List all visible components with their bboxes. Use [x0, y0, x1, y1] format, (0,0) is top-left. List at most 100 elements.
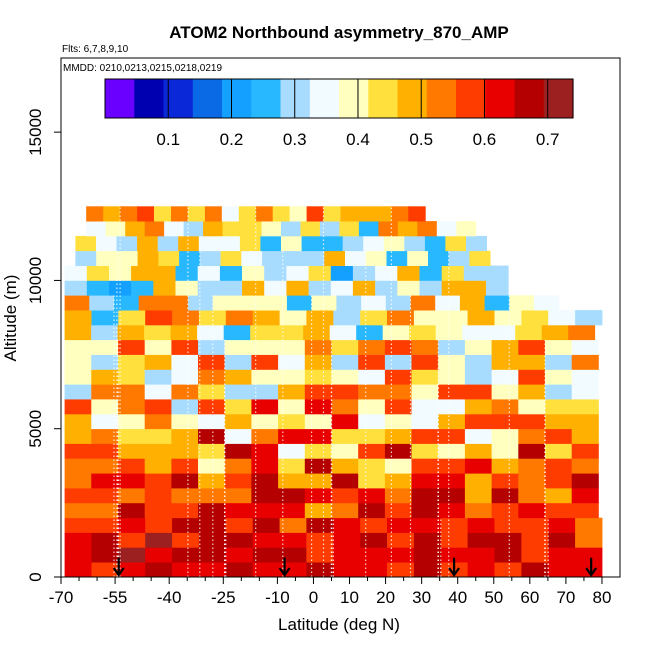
heatmap-cell [575, 517, 603, 533]
heatmap-cell [397, 221, 418, 237]
heatmap-cell [118, 473, 146, 489]
heatmap-cell [224, 458, 252, 474]
heatmap-cell [333, 310, 361, 326]
heatmap-cells [64, 206, 603, 577]
heatmap-cell [358, 488, 386, 504]
heatmap-cell [64, 265, 88, 281]
heatmap-cell [331, 354, 359, 370]
heatmap-cell [172, 517, 200, 533]
heatmap-cell [252, 310, 280, 326]
heatmap-cell [153, 265, 176, 281]
heatmap-cell [304, 428, 332, 444]
heatmap-cell [358, 413, 386, 430]
heatmap-cell [435, 295, 461, 311]
heatmap-cell [548, 517, 576, 533]
heatmap-cell [534, 295, 560, 311]
heatmap-cell [278, 488, 306, 504]
heatmap-cell [545, 502, 573, 519]
heatmap-cell [571, 443, 599, 459]
heatmap-cell [198, 547, 227, 563]
heatmap-cell [224, 443, 252, 459]
heatmap-cell [223, 324, 251, 341]
heatmap-cell [408, 206, 426, 222]
heatmap-cell [198, 399, 226, 415]
heatmap-cell [64, 547, 92, 563]
heatmap-cell [145, 562, 173, 577]
heatmap-cell [144, 502, 172, 519]
x-tick-label: 40 [448, 588, 467, 607]
heatmap-cell [64, 443, 92, 459]
x-tick-label: 20 [376, 588, 395, 607]
heatmap-cell [252, 517, 280, 533]
colorbar-tick-label: 0.6 [473, 130, 497, 149]
heatmap-cell [178, 235, 200, 252]
heatmap-cell [358, 443, 386, 459]
heatmap-cell [91, 488, 119, 504]
heatmap-cell [365, 250, 387, 266]
heatmap-cell [438, 354, 466, 370]
heatmap-cell [198, 502, 226, 519]
heatmap-cell [222, 221, 243, 237]
heatmap-cell [340, 206, 358, 222]
x-tick-label: 10 [340, 588, 359, 607]
heatmap-cell [300, 221, 321, 237]
heatmap-cell [548, 562, 576, 577]
heatmap-cell [171, 458, 199, 474]
heatmap-cell [171, 502, 199, 519]
heatmap-cell [385, 295, 411, 311]
heatmap-cell [241, 250, 263, 266]
heatmap-cell [278, 458, 306, 474]
heatmap-cell [545, 339, 573, 355]
heatmap-cell [308, 265, 332, 281]
heatmap-cell [255, 206, 274, 222]
heatmap-cell [197, 324, 224, 341]
heatmap-cell [144, 369, 172, 385]
heatmap-cell [278, 473, 306, 489]
heatmap-cell [384, 458, 412, 474]
heatmap-cell [319, 221, 340, 237]
heatmap-cell [333, 517, 361, 533]
heatmap-cell [172, 547, 200, 563]
heatmap-cell [391, 206, 409, 222]
heatmap-cell [286, 280, 309, 296]
heatmap-cell [352, 280, 376, 296]
heatmap-cell [545, 488, 573, 504]
heatmap-cell [438, 473, 466, 489]
heatmap-cell [103, 206, 121, 222]
heatmap-cell [278, 384, 306, 400]
heatmap-cell [242, 221, 262, 237]
heatmap-cell [64, 384, 92, 400]
heatmap-cell [410, 295, 436, 311]
heatmap-cell [571, 488, 599, 504]
chart-title: ATOM2 Northbound asymmetry_870_AMP [169, 23, 508, 42]
heatmap-cell [252, 532, 280, 548]
y-tick-label: 15000 [26, 109, 45, 156]
heatmap-cell [397, 280, 420, 296]
colorbar-tick-label: 0.1 [156, 130, 180, 149]
heatmap-cell [545, 369, 573, 385]
heatmap-cell [144, 339, 172, 355]
heatmap-cell [571, 384, 599, 400]
colorbar-swatch [485, 79, 516, 118]
heatmap-cell [358, 428, 386, 444]
heatmap-cell [464, 502, 492, 519]
heatmap-cell [144, 473, 172, 489]
heatmap-cell [358, 458, 386, 474]
heatmap-cell [91, 562, 119, 577]
heatmap-cell [198, 354, 226, 370]
heatmap-cell [64, 369, 92, 385]
x-tick-label: -55 [103, 588, 128, 607]
heatmap-cell [464, 428, 492, 444]
heatmap-cell [384, 384, 412, 400]
heatmap-cell [198, 428, 226, 444]
heatmap-cell [331, 502, 359, 519]
heatmap-cell [118, 310, 146, 326]
x-tick-label: 80 [593, 588, 612, 607]
heatmap-cell [278, 354, 306, 370]
heatmap-cell [386, 250, 408, 266]
heatmap-cell [413, 547, 442, 563]
heatmap-cell [488, 324, 516, 341]
heatmap-cell [171, 339, 199, 355]
heatmap-cell [521, 562, 549, 577]
heatmap-cell [491, 339, 519, 355]
